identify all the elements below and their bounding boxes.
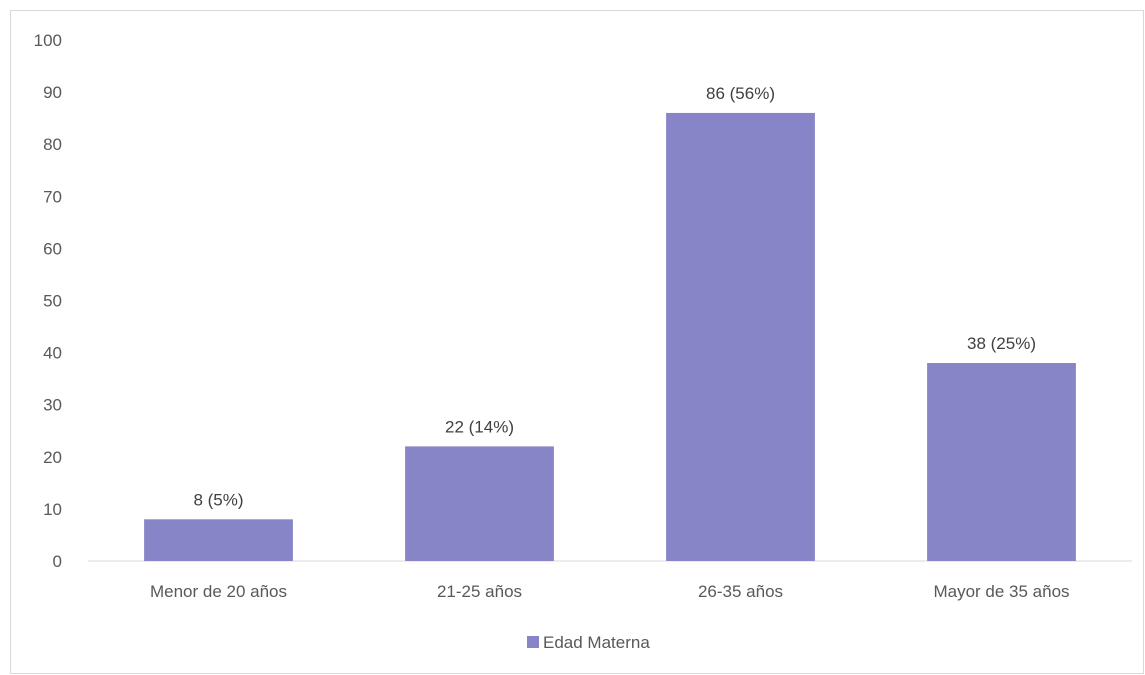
y-tick-label: 40 — [43, 344, 62, 363]
y-tick-label: 100 — [34, 31, 62, 50]
y-tick-label: 70 — [43, 187, 62, 206]
chart-frame — [10, 10, 1144, 674]
bar-data-label: 86 (56%) — [706, 84, 775, 103]
bar-data-label: 38 (25%) — [967, 334, 1036, 353]
bar-data-label: 22 (14%) — [445, 417, 514, 436]
y-tick-label: 20 — [43, 448, 62, 467]
bar — [666, 112, 815, 561]
legend-swatch — [527, 636, 539, 648]
legend: Edad Materna — [527, 633, 650, 652]
y-tick-label: 80 — [43, 135, 62, 154]
y-tick-label: 30 — [43, 396, 62, 415]
bar — [927, 363, 1076, 561]
y-tick-label: 0 — [53, 552, 62, 571]
bar — [144, 519, 293, 561]
x-tick-label: 26-35 años — [698, 582, 783, 601]
x-tick-label: 21-25 años — [437, 582, 522, 601]
x-axis-labels: Menor de 20 años 21-25 años 26-35 años Mayo… — [150, 582, 1070, 601]
y-tick-label: 60 — [43, 239, 62, 258]
y-axis-ticks: 0 10 20 30 40 50 60 70 80 90 100 — [34, 31, 62, 571]
y-tick-label: 10 — [43, 500, 62, 519]
y-tick-label: 50 — [43, 292, 62, 311]
data-labels: 8 (5%) 22 (14%) 86 (56%) 38 (25%) — [193, 84, 1036, 509]
x-tick-label: Mayor de 35 años — [933, 582, 1069, 601]
bars — [144, 112, 1076, 561]
bar-data-label: 8 (5%) — [193, 490, 243, 509]
x-tick-label: Menor de 20 años — [150, 582, 287, 601]
y-tick-label: 90 — [43, 83, 62, 102]
bar — [405, 446, 554, 561]
legend-label: Edad Materna — [543, 633, 650, 652]
